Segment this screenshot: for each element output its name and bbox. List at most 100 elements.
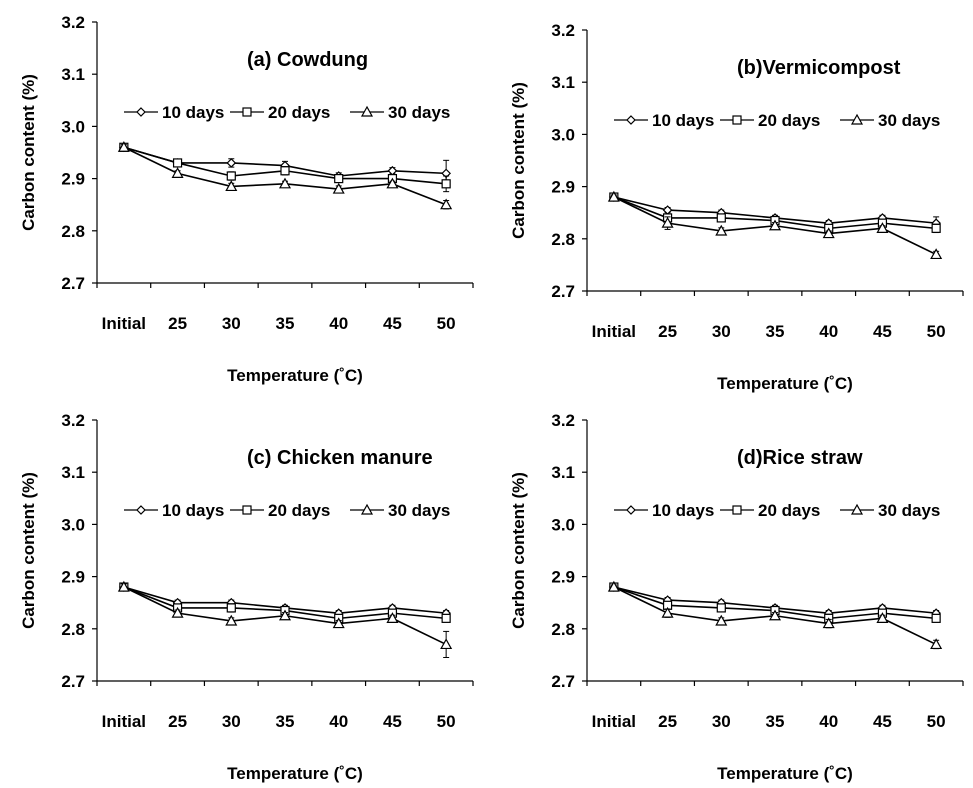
y-tick-label: 2.8: [551, 620, 575, 639]
y-tick-label: 2.9: [551, 568, 575, 587]
data-point: [716, 603, 726, 613]
series-30-days: [117, 580, 453, 659]
y-tick-label: 3.0: [551, 125, 575, 144]
x-tick-label: 40: [329, 314, 348, 333]
legend-marker: [626, 505, 636, 515]
chart-svg: 2.7 2.8 2.9 3.0 3.1 3.2 Initial 25 30 35 40 45 50 Tem…: [19, 411, 474, 783]
panel-title: (c) Chicken manure: [247, 447, 433, 469]
x-axis-title: Temperature (˚C): [227, 366, 363, 385]
chart-svg: 2.7 2.8 2.9 3.0 3.1 3.2 Initial 25 30 35 40 45 50 Tem…: [509, 411, 964, 783]
data-point: [117, 580, 130, 592]
data-point: [171, 606, 184, 618]
legend-label: 30 days: [388, 103, 450, 122]
legend-entry: 30 days: [350, 501, 450, 520]
series-line: [123, 146, 447, 206]
legend-entry: 20 days: [720, 111, 820, 130]
y-tick-label: 3.2: [551, 21, 575, 40]
legend-label: 20 days: [268, 501, 330, 520]
legend-label: 10 days: [652, 111, 714, 130]
legend-marker: [850, 113, 864, 125]
data-point: [876, 612, 889, 623]
legend-marker: [136, 505, 146, 515]
data-point: [172, 158, 183, 168]
data-point: [661, 216, 674, 228]
data-point: [715, 614, 728, 626]
data-point: [716, 213, 726, 223]
legend-entry: 20 days: [230, 103, 330, 122]
data-point: [715, 224, 728, 236]
x-tick-label: Initial: [102, 314, 146, 333]
data-point: [280, 166, 290, 176]
data-point: [332, 182, 345, 194]
data-point: [440, 638, 453, 650]
data-point: [822, 227, 835, 239]
y-axis-title: Carbon content (%): [509, 472, 528, 629]
series-30-days: [117, 141, 453, 210]
data-point: [441, 179, 451, 189]
data-point: [226, 158, 237, 168]
data-point: [278, 177, 292, 189]
y-axis-title: Carbon content (%): [19, 74, 38, 231]
y-tick-label: 2.8: [551, 230, 575, 249]
x-axis-title: Temperature (˚C): [717, 764, 853, 783]
x-tick-label: 25: [168, 712, 187, 731]
x-tick-label: Initial: [592, 712, 636, 731]
legend-label: 10 days: [652, 501, 714, 520]
x-axis-title: Temperature (˚C): [717, 374, 853, 393]
legend-entry: 30 days: [840, 111, 940, 130]
legend-entry: 30 days: [350, 103, 450, 122]
x-tick-label: 25: [658, 712, 677, 731]
legend-entry: 20 days: [230, 501, 330, 520]
legend-label: 30 days: [878, 111, 940, 130]
data-point: [226, 603, 236, 613]
data-point: [226, 171, 236, 181]
series-30-days: [607, 580, 943, 650]
x-tick-label: 35: [276, 712, 295, 731]
data-point: [117, 141, 130, 152]
legend-entry: 30 days: [840, 501, 940, 520]
panel-cowdung: 2.7 2.8 2.9 3.0 3.1 3.2 Initial 25 30 35 40 45 50 Tem…: [0, 0, 483, 390]
y-axis-title: Carbon content (%): [19, 472, 38, 629]
y-tick-label: 3.1: [551, 463, 575, 482]
legend-entry: 10 days: [124, 501, 224, 520]
x-tick-label: 50: [927, 712, 946, 731]
x-tick-label: 35: [766, 322, 785, 341]
y-tick-label: 2.7: [551, 672, 575, 691]
data-point: [822, 617, 835, 629]
data-point: [386, 177, 399, 189]
y-tick-label: 3.1: [551, 73, 575, 92]
legend-label: 10 days: [162, 501, 224, 520]
y-tick-label: 3.2: [551, 411, 575, 430]
legend-label: 20 days: [758, 501, 820, 520]
data-point: [876, 222, 889, 233]
y-tick-label: 2.7: [551, 282, 575, 301]
x-tick-label: 35: [766, 712, 785, 731]
legend-marker: [626, 115, 636, 125]
legend-marker: [242, 107, 252, 117]
y-tick-label: 3.0: [61, 117, 85, 136]
data-point: [931, 613, 941, 623]
legend-marker: [242, 505, 252, 515]
x-tick-label: 40: [329, 712, 348, 731]
y-tick-label: 2.9: [551, 178, 575, 197]
panel-chicken-manure: 2.7 2.8 2.9 3.0 3.1 3.2 Initial 25 30 35 40 45 50 Tem…: [0, 398, 483, 788]
y-tick-label: 3.0: [551, 515, 575, 534]
x-tick-label: 25: [658, 322, 677, 341]
data-point: [386, 612, 399, 623]
chart-svg: 2.7 2.8 2.9 3.0 3.1 3.2 Initial 25 30 35 40 45 50 Tem…: [509, 21, 964, 393]
legend-marker: [732, 505, 742, 515]
x-axis-title: Temperature (˚C): [227, 764, 363, 783]
y-tick-label: 3.1: [61, 65, 85, 84]
data-point: [768, 609, 782, 621]
data-point: [661, 606, 674, 618]
data-point: [930, 248, 943, 260]
x-tick-label: 30: [222, 712, 241, 731]
x-tick-label: 25: [168, 314, 187, 333]
data-point: [607, 580, 620, 592]
legend-label: 30 days: [388, 501, 450, 520]
data-point: [278, 609, 292, 621]
data-point: [332, 617, 345, 629]
x-tick-label: 30: [712, 322, 731, 341]
legend-label: 30 days: [878, 501, 940, 520]
y-tick-label: 3.2: [61, 411, 85, 430]
